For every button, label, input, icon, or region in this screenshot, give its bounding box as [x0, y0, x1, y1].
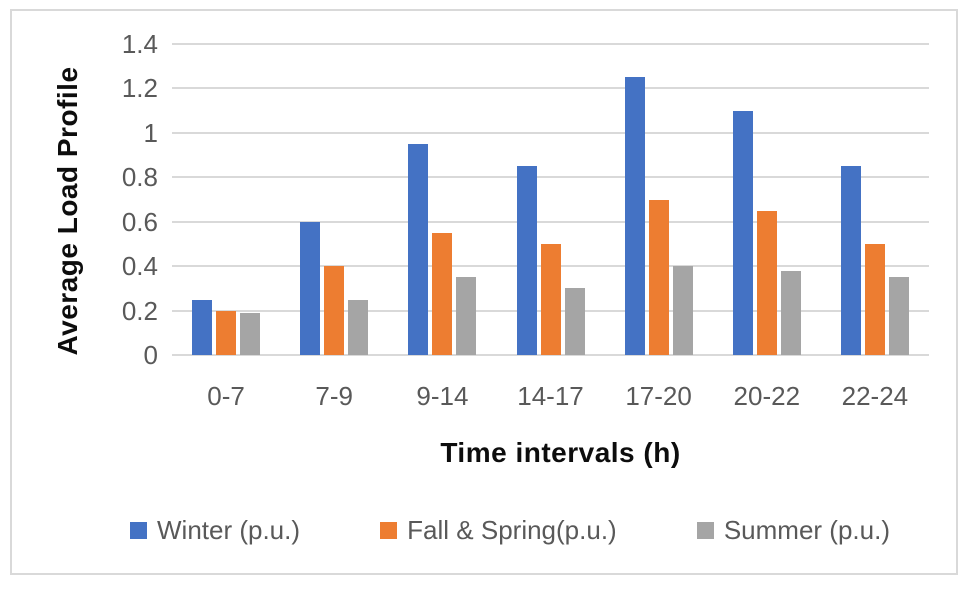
y-tick-label: 1.2: [121, 73, 158, 104]
y-tick-label: 0.4: [121, 251, 158, 282]
legend: Winter (p.u.) Fall & Spring(p.u.) Summer (…: [130, 515, 890, 545]
legend-label-fall-spring-p-u: Fall & Spring(p.u.): [407, 514, 617, 545]
legend-item-summer-p-u: Summer (p.u.): [696, 514, 890, 546]
bar-summer-p-u-9-14: [456, 277, 477, 356]
y-tick-label: 0: [143, 340, 158, 370]
legend-label-summer-p-u: Summer (p.u.): [723, 514, 890, 545]
gridline-0.8: [172, 176, 929, 179]
legend-item-winter-p-u: Winter (p.u.): [130, 515, 300, 546]
x-axis-title: Time intervals (h): [440, 437, 681, 468]
bar-winter-p-u-20-22: [732, 110, 753, 355]
bar-winter-p-u-17-20: [624, 77, 645, 355]
gridline-0: [172, 354, 929, 356]
legend-swatch-winter-p-u: [130, 521, 147, 539]
bar-summer-p-u-22-24: [888, 277, 909, 356]
bar-summer-p-u-7-9: [348, 299, 369, 355]
y-tick-label: 1: [143, 117, 158, 148]
bar-winter-p-u-9-14: [408, 144, 429, 355]
bar-summer-p-u-17-20: [672, 266, 693, 355]
bar-winter-p-u-22-24: [840, 166, 861, 355]
bar-fall-spring-p-u-17-20: [648, 199, 669, 355]
bar-fall-spring-p-u-9-14: [432, 232, 453, 355]
gridline-1.4: [172, 43, 929, 45]
y-tick-label: 0.8: [121, 162, 158, 193]
legend-item-fall-spring-p-u: Fall & Spring(p.u.): [380, 515, 617, 546]
y-tick-label: 0.2: [121, 295, 158, 326]
bar-summer-p-u-0-7: [240, 312, 261, 355]
bar-summer-p-u-20-22: [780, 270, 801, 355]
y-tick-label: 0.6: [121, 206, 158, 237]
legend-label-winter-p-u: Winter (p.u.): [157, 514, 301, 545]
gridline-1.2: [172, 87, 929, 90]
bar-summer-p-u-14-17: [564, 288, 585, 355]
legend-swatch-fall-spring-p-u: [380, 521, 398, 539]
bar-winter-p-u-7-9: [300, 221, 321, 355]
gridline-0.6: [172, 220, 929, 223]
gridline-1: [172, 131, 929, 134]
x-tick-label-9-14: 9-14: [416, 381, 469, 411]
x-tick-label-0-7: 0-7: [207, 381, 245, 411]
bar-fall-spring-p-u-14-17: [540, 243, 561, 355]
bar-winter-p-u-14-17: [516, 166, 537, 355]
bar-winter-p-u-0-7: [192, 299, 213, 355]
chart-border-frame: Average Load Profile 0 0.2 0.4 0.6 0.8 1 1.2 1.…: [10, 9, 958, 575]
x-tick-label-7-9: 7-9: [315, 381, 353, 411]
bar-fall-spring-p-u-22-24: [864, 243, 885, 355]
x-tick-label-20-22: 20-22: [733, 381, 801, 411]
bar-fall-spring-p-u-0-7: [216, 310, 237, 355]
bar-fall-spring-p-u-7-9: [324, 266, 345, 355]
x-tick-label-22-24: 22-24: [841, 381, 909, 411]
y-tick-label: 1.4: [121, 29, 158, 59]
x-tick-label-14-17: 14-17: [517, 381, 584, 411]
bar-fall-spring-p-u-20-22: [756, 210, 777, 355]
x-tick-label-17-20: 17-20: [625, 381, 692, 411]
legend-swatch-summer-p-u: [696, 521, 714, 539]
